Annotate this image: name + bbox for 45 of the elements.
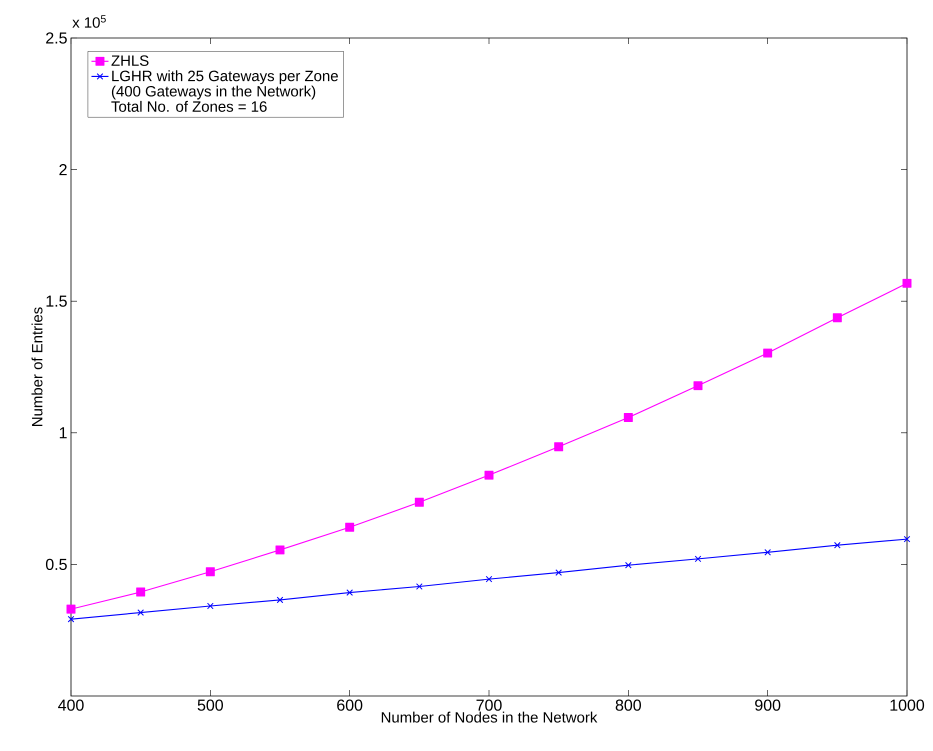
x-tick-label: 700 — [476, 700, 502, 711]
x-tick-label: 900 — [755, 700, 780, 711]
y-axis-title: Number of Entries — [32, 307, 42, 426]
point — [416, 583, 423, 590]
point — [764, 548, 771, 556]
annotation: (400 Gateways in the Network) — [112, 86, 316, 100]
point — [554, 442, 564, 452]
x-tick-label: 400 — [58, 700, 84, 711]
point — [694, 381, 702, 390]
point — [346, 589, 353, 596]
point — [66, 604, 76, 614]
y-tick-label: 1.5 — [46, 296, 67, 307]
point — [625, 562, 632, 569]
point — [207, 602, 214, 610]
point — [137, 609, 144, 616]
text: x 10$^{5}$ — [72, 15, 106, 28]
point — [68, 616, 74, 622]
point — [694, 556, 702, 562]
point — [624, 413, 633, 422]
y-tick-label: 2 — [59, 164, 67, 176]
x-tick-label: 500 — [198, 700, 223, 711]
point — [136, 588, 146, 597]
point — [834, 542, 841, 549]
point — [414, 498, 424, 507]
point — [902, 278, 912, 288]
y-tick-label: 2.5 — [46, 32, 67, 44]
point — [276, 596, 284, 604]
y-tick-label: 0.5 — [46, 558, 67, 570]
point — [486, 576, 492, 582]
y-tick-label: 1 — [60, 427, 67, 438]
legend-label: LGHR with 25 Gateways per Zone — [112, 70, 338, 84]
point — [832, 313, 842, 322]
annotation: Total No. of Zones = 16 — [111, 100, 267, 112]
x-tick-label: 1000 — [890, 700, 924, 711]
point — [484, 470, 494, 480]
point — [904, 536, 910, 542]
point — [276, 545, 284, 554]
point — [345, 522, 354, 532]
point — [206, 567, 215, 576]
x-tick-label: 800 — [616, 700, 641, 711]
x-axis-title: Number of Nodes in the Network — [382, 712, 598, 723]
x-tick-label: 600 — [337, 700, 362, 711]
point — [555, 569, 562, 576]
legend-label: ZHLS — [111, 55, 149, 66]
point — [763, 348, 772, 358]
